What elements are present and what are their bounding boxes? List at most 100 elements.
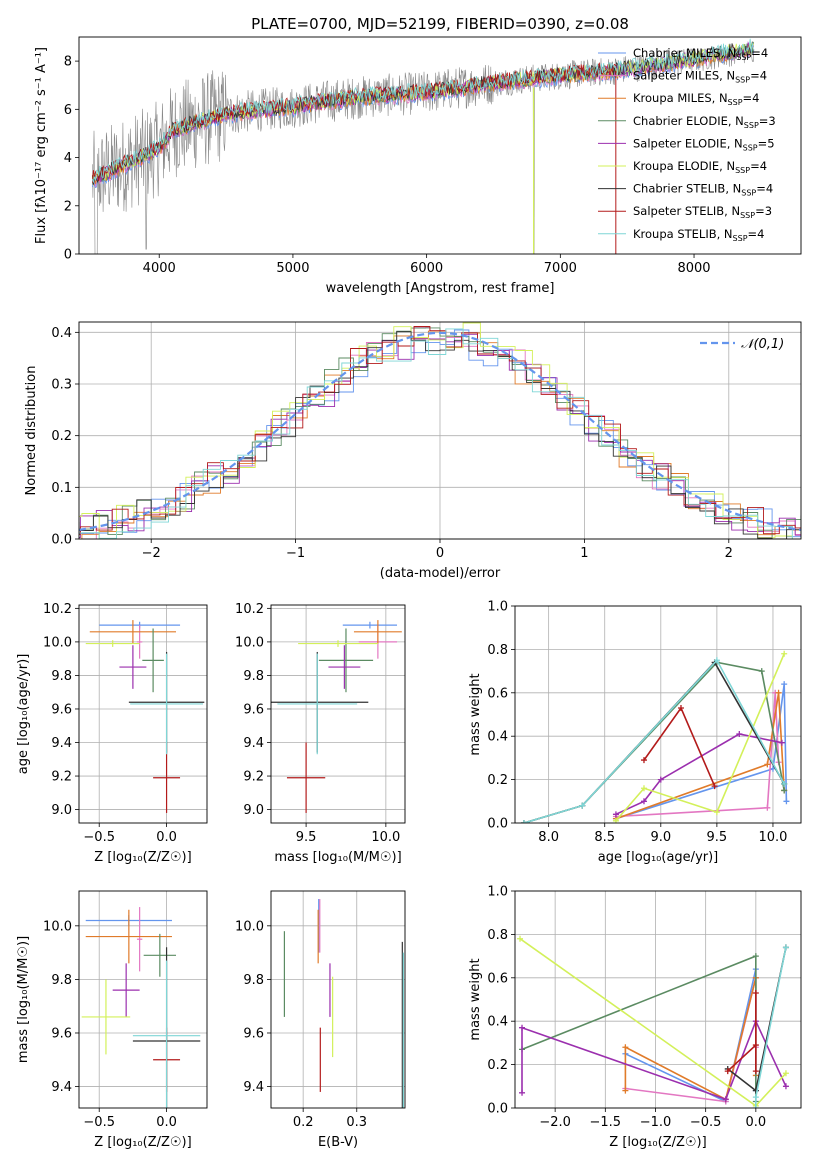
weight-marker: [752, 1042, 759, 1049]
legend-subscript: SSP: [743, 143, 758, 152]
weight-marker: [782, 944, 789, 951]
weight-marker: [640, 757, 647, 764]
weight-marker: [640, 785, 647, 792]
weight-marker: [752, 1094, 759, 1101]
y-tick-label: 4: [64, 151, 72, 166]
weight-series-6: [523, 661, 785, 823]
weight-marker: [657, 776, 664, 783]
plot-area: [283, 899, 404, 1108]
y-tick-label: 0.4: [487, 1015, 508, 1030]
legend-count: =4: [751, 46, 768, 60]
legend-count: =4: [750, 69, 767, 83]
legend-subscript: SSP: [735, 76, 750, 85]
residuals-panel: −2 −1 0 1 2 0.0 0.1 0.2 0.3 0.4 (data-model)/error…: [24, 321, 802, 581]
y-axis-label: mass weight: [468, 958, 483, 1040]
weight-marker: [764, 761, 771, 768]
age-vs-metallicity-panel: −0.5 0.0 9.0 9.2 9.4 9.6 9.8 10.0 10.2 Z [log₁₀(Z…: [16, 602, 208, 865]
legend-count: =3: [755, 204, 772, 218]
weight-marker: [778, 739, 785, 746]
weight-series-8: [755, 947, 787, 1108]
weight-marker: [752, 1068, 759, 1075]
weight-series-7: [643, 706, 716, 787]
weight-vs-metallicity-panel: −2.0 −1.5 −1.0 −0.5 0.0 0.0 0.2 0.4 0.6 0.8 1.0 Z […: [468, 885, 802, 1150]
x-tick-label: 4000: [143, 261, 176, 276]
y-tick-label: 9.6: [243, 702, 264, 717]
x-tick-label: −1.5: [590, 1115, 622, 1130]
spectrum-panel: 4000 5000 6000 7000 8000 0 2 4 6 8 wavelength [Ang…: [34, 36, 802, 296]
axes-frame: [270, 890, 406, 1109]
weight-marker: [782, 1083, 789, 1090]
plot-area: [79, 322, 801, 539]
axes-frame: [270, 604, 406, 824]
weight-marker: [752, 1105, 759, 1108]
legend-entry-8: Kroupa STELIB, NSSP=4: [633, 227, 764, 243]
y-tick-label: 0.0: [51, 533, 72, 548]
x-axis-label: mass [log₁₀(M/M☉)]: [274, 850, 401, 865]
x-tick-label: −0.5: [690, 1115, 722, 1130]
x-tick-label: 0.0: [156, 1115, 177, 1130]
axes-frame: [78, 321, 802, 540]
y-tick-label: 1.0: [487, 600, 508, 615]
x-axis-label: E(B-V): [318, 1135, 358, 1150]
y-tick-label: 0: [64, 248, 72, 263]
weight-series-0: [615, 683, 788, 820]
axes-frame: [78, 36, 802, 255]
legend-count: =4: [750, 159, 767, 173]
y-tick-label: 0.3: [51, 378, 72, 393]
legend-subscript: SSP: [728, 98, 743, 107]
weight-marker: [775, 689, 782, 696]
y-tick-label: 9.4: [51, 736, 72, 751]
x-tick-label: 6000: [410, 261, 443, 276]
weight-marker: [640, 798, 647, 805]
mass-vs-metallicity-panel: −0.5 0.0 9.4 9.6 9.8 10.0 Z [log₁₀(Z/Z☉)] mass …: [16, 890, 208, 1150]
y-tick-label: 9.8: [243, 669, 264, 684]
weight-marker: [677, 704, 684, 711]
age-vs-mass-panel: 9.5 10.0 9.0 9.2 9.4 9.6 9.8 10.0 10.2 mass [log₁…: [235, 602, 406, 865]
weight-marker: [711, 783, 718, 790]
weight-marker: [519, 1024, 526, 1031]
weight-marker: [713, 657, 720, 664]
weight-marker: [781, 681, 788, 688]
legend-subscript: SSP: [735, 166, 750, 175]
weight-series-1: [615, 692, 780, 818]
y-tick-label: 9.8: [51, 973, 72, 988]
normal-curve: [79, 331, 801, 531]
weight-series-1: [625, 977, 757, 1103]
y-tick-label: 10.2: [43, 602, 72, 617]
weight-series-5: [519, 938, 787, 1107]
legend-subscript: SSP: [736, 53, 751, 62]
x-tick-label: 0.0: [745, 1115, 766, 1130]
axes-frame: [514, 605, 802, 824]
axes-frame: [78, 604, 208, 824]
x-tick-label: 8000: [677, 261, 710, 276]
weight-marker: [764, 804, 771, 811]
y-axis-label: age [log₁₀(age/yr)]: [16, 654, 31, 775]
x-tick-label: −2: [142, 546, 161, 561]
plot-area: [271, 620, 402, 813]
weight-marker: [782, 1070, 789, 1077]
y-tick-label: 9.4: [51, 1080, 72, 1095]
weight-marker: [781, 787, 788, 794]
y-tick-label: 9.4: [243, 1080, 264, 1095]
weight-marker: [724, 1068, 731, 1075]
legend-count: =4: [743, 91, 760, 105]
plot-area: [81, 907, 201, 1108]
legend-subscript: SSP: [733, 234, 748, 243]
plot-area: [517, 935, 789, 1108]
x-tick-label: 2: [725, 546, 733, 561]
y-axis-label: Flux [fλ10⁻¹⁷ erg cm⁻² s⁻¹ A⁻¹]: [34, 47, 49, 244]
weight-marker: [622, 1044, 629, 1051]
x-tick-label: 10.0: [758, 830, 787, 845]
weight-marker: [783, 798, 790, 805]
weight-marker: [781, 650, 788, 657]
y-tick-label: 9.6: [243, 1026, 264, 1041]
weight-marker: [612, 811, 619, 818]
y-tick-label: 10.0: [43, 635, 72, 650]
y-tick-label: 8: [64, 55, 72, 70]
y-axis-label: mass weight: [468, 673, 483, 755]
y-tick-label: 0.0: [487, 1102, 508, 1117]
x-tick-label: 9.5: [707, 830, 728, 845]
plot-area: [520, 650, 790, 823]
legend-entry-3: Chabrier ELODIE, NSSP=3: [633, 114, 776, 130]
weight-series-8: [523, 658, 785, 823]
